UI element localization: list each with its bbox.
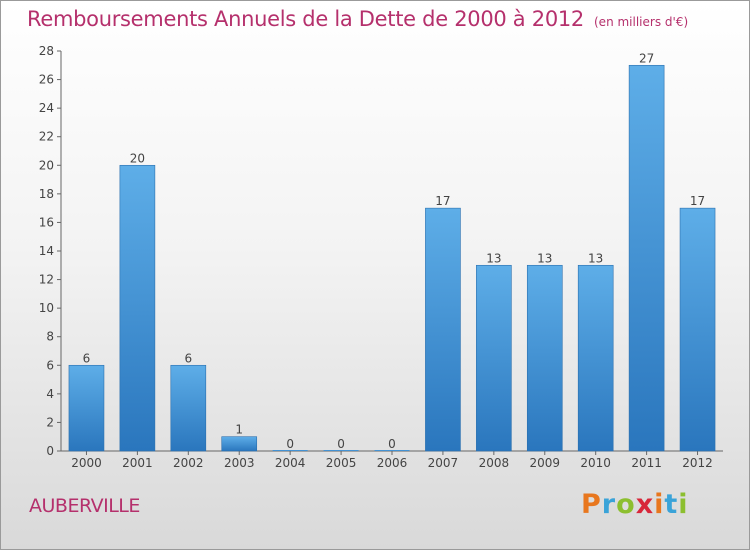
commune-name: AUBERVILLE — [29, 495, 140, 517]
x-tick-label: 2003 — [224, 456, 255, 470]
logo-letter: i — [654, 489, 665, 520]
y-tick-label: 6 — [46, 358, 54, 372]
y-tick-label: 10 — [39, 301, 54, 315]
value-label: 13 — [537, 251, 552, 265]
y-tick-label: 24 — [39, 101, 54, 115]
value-label: 27 — [639, 51, 654, 65]
bar — [679, 207, 716, 452]
bar — [374, 450, 410, 451]
bar — [221, 436, 258, 452]
x-tick-label: 2002 — [173, 456, 204, 470]
bar — [425, 207, 461, 452]
x-tick-label: 2009 — [529, 456, 560, 470]
x-tick-label: 2011 — [631, 456, 662, 470]
proxiti-logo: Proxiti — [581, 489, 689, 520]
bar — [323, 450, 359, 451]
value-label: 20 — [130, 151, 145, 165]
y-tick-label: 12 — [39, 273, 54, 287]
y-tick-label: 18 — [39, 187, 54, 201]
bar — [119, 164, 156, 452]
y-tick-label: 2 — [46, 415, 54, 429]
value-label: 17 — [435, 194, 450, 208]
y-tick-label: 8 — [46, 330, 54, 344]
x-tick-label: 2004 — [275, 456, 306, 470]
x-tick-label: 2006 — [377, 456, 408, 470]
logo-letter: x — [635, 489, 655, 520]
x-tick-label: 2012 — [682, 456, 713, 470]
chart-title: Remboursements Annuels de la Dette de 20… — [27, 7, 584, 31]
y-tick-label: 22 — [39, 130, 54, 144]
y-tick-label: 4 — [46, 387, 54, 401]
value-label: 6 — [184, 351, 192, 365]
bar — [526, 264, 563, 452]
x-tick-label: 2010 — [580, 456, 611, 470]
x-tick-label: 2005 — [326, 456, 357, 470]
value-label: 13 — [588, 251, 603, 265]
bar — [628, 64, 665, 452]
value-label: 17 — [690, 194, 705, 208]
logo-letter: r — [601, 489, 617, 520]
y-tick-label: 20 — [39, 158, 54, 172]
logo-letter: t — [664, 489, 679, 520]
x-tick-label: 2008 — [479, 456, 510, 470]
value-label: 0 — [286, 437, 294, 451]
bar — [476, 264, 512, 452]
y-tick-label: 16 — [39, 215, 54, 229]
bar — [577, 264, 614, 452]
value-label: 0 — [337, 437, 345, 451]
x-tick-label: 2000 — [71, 456, 102, 470]
chart-unit: (en milliers d'€) — [594, 15, 689, 29]
logo-letter: P — [581, 489, 602, 520]
x-tick-label: 2001 — [122, 456, 153, 470]
value-label: 1 — [235, 423, 243, 437]
value-label: 6 — [83, 351, 91, 365]
chart-header: Remboursements Annuels de la Dette de 20… — [27, 7, 688, 31]
value-label: 0 — [388, 437, 396, 451]
bar — [272, 450, 308, 451]
y-tick-label: 26 — [39, 73, 54, 87]
x-tick-label: 2007 — [428, 456, 459, 470]
logo-letter: i — [678, 489, 689, 520]
y-tick-label: 28 — [39, 44, 54, 58]
bar — [68, 364, 105, 452]
value-label: 13 — [486, 251, 501, 265]
bar — [170, 364, 207, 452]
y-tick-label: 14 — [39, 244, 54, 258]
y-tick-label: 0 — [46, 444, 54, 458]
logo-letter: o — [616, 489, 636, 520]
